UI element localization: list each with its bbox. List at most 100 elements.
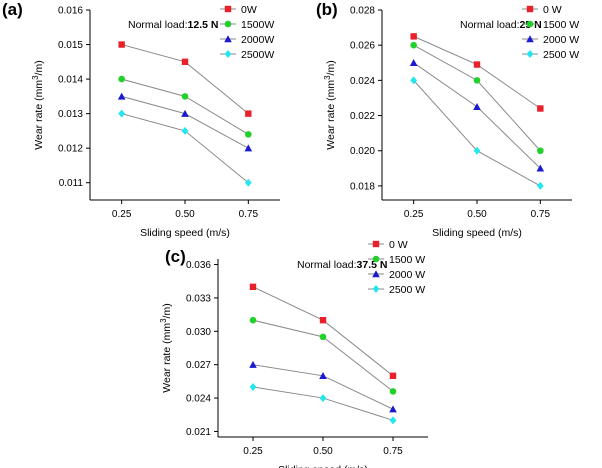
legend-marker [372, 285, 380, 293]
x-tick-label: 0.75 [531, 209, 551, 220]
series-line-2 [252, 319, 394, 392]
data-point [249, 283, 257, 291]
legend-marker [372, 270, 380, 278]
legend-label: 2000W [241, 34, 274, 46]
data-point [244, 178, 252, 187]
chart-panel-1: 0.011 0.012 0.013 0.014 0.015 0.016 0.25 0.50 0.… [2, 0, 280, 239]
legend-label: 0 W [543, 4, 562, 16]
data-point [249, 382, 257, 391]
data-point [181, 126, 189, 135]
y-tick-label: 0.013 [58, 109, 83, 120]
data-point [473, 102, 481, 110]
legend-label: 2500 W [389, 284, 425, 296]
x-tick-label: 0.25 [404, 209, 424, 220]
legend-marker [224, 5, 232, 13]
y-tick-label: 0.014 [58, 75, 83, 86]
y-tick-label: 0.033 [186, 293, 211, 304]
legend-marker [526, 5, 534, 13]
data-point [249, 316, 257, 324]
legend-marker [224, 20, 232, 28]
series-line-1 [413, 35, 541, 109]
data-point [410, 33, 417, 40]
y-axis-title-part: /m) [325, 60, 337, 75]
series-line-4 [413, 80, 541, 187]
chart-panel-2: 0.018 0.020 0.022 0.024 0.026 0.028 0.25 0.50 0.… [316, 0, 579, 239]
data-point [536, 181, 544, 190]
normal-load-prefix: Normal load: [297, 259, 357, 271]
data-point [244, 144, 253, 152]
legend-label: 0 W [389, 239, 408, 251]
x-axis-title: Sliding speed (m/s) [432, 227, 522, 239]
y-axis-title-part: Wear rate (mm [325, 80, 337, 150]
series-line-2 [413, 44, 541, 152]
x-tick-label: 0.75 [239, 209, 259, 220]
y-axis-title-part: /m) [161, 303, 173, 318]
data-point [181, 58, 189, 66]
legend-label: 2000 W [543, 34, 579, 46]
y-tick-label: 0.030 [186, 327, 211, 338]
legend-marker [526, 35, 534, 43]
data-point [410, 41, 417, 49]
panel-label: (b) [316, 0, 338, 19]
series-line-4 [252, 386, 394, 421]
data-point [389, 405, 397, 413]
y-axis-title: Wear rate (mm3/m) [159, 303, 173, 392]
y-tick-label: 0.011 [59, 178, 84, 189]
normal-load-annotation: Normal load:12.5 N [128, 19, 218, 31]
panel-label: (c) [165, 247, 186, 266]
y-tick-label: 0.026 [350, 41, 375, 52]
panel-label: (a) [2, 0, 23, 19]
legend-marker [224, 35, 232, 43]
y-axis-title: Wear rate (mm3/m) [31, 60, 45, 149]
data-point [536, 164, 545, 172]
legend: 0 W 1500 W 2000 W 2500 W [368, 239, 425, 296]
legend: 0 W 1500 W 2000 W 2500 W [522, 4, 579, 61]
x-tick-label: 0.25 [243, 446, 263, 457]
legend-label: 0W [241, 4, 257, 16]
x-axis-title: Sliding speed (m/s) [278, 464, 368, 468]
normal-load-value: 37.5 N [357, 259, 388, 271]
normal-load-prefix: Normal load: [460, 19, 520, 31]
legend-marker [526, 50, 534, 58]
legend-marker [372, 240, 380, 248]
data-point [389, 416, 397, 425]
y-axis-title-part: /m) [33, 60, 45, 75]
data-point [249, 360, 257, 368]
data-point [181, 93, 189, 100]
y-axis-title-superscript: 3 [323, 75, 332, 80]
data-point [409, 58, 418, 66]
data-point [410, 76, 418, 85]
y-axis-title-part: Wear rate (mm [33, 80, 45, 150]
data-point [319, 333, 327, 341]
normal-load-annotation: Normal load:37.5 N [297, 259, 387, 271]
y-tick-label: 0.020 [350, 146, 375, 157]
y-tick-label: 0.024 [350, 76, 375, 87]
data-point [473, 146, 481, 155]
data-point [389, 372, 397, 380]
y-axis-title: Wear rate (mm3/m) [323, 60, 337, 149]
series-line-3 [121, 95, 249, 149]
x-tick-label: 0.75 [383, 446, 403, 457]
data-point [118, 109, 126, 118]
series-line-2 [121, 78, 249, 135]
y-tick-label: 0.015 [58, 40, 83, 51]
data-point [319, 372, 327, 380]
legend-label: 2000 W [389, 269, 425, 281]
data-point [118, 75, 125, 83]
data-point [319, 316, 327, 324]
y-axis-title-superscript: 3 [31, 75, 40, 80]
series-line-3 [252, 364, 394, 410]
y-axis-title-part: Wear rate (mm [161, 323, 173, 393]
data-point [118, 41, 125, 48]
data-point [537, 105, 544, 112]
normal-load-value: 12.5 N [188, 19, 219, 31]
data-point [181, 109, 189, 117]
legend-label: 1500 W [389, 254, 425, 266]
legend-label: 1500W [241, 19, 274, 31]
legend-label: 1500 W [543, 19, 579, 31]
data-point [389, 388, 397, 395]
data-point [319, 394, 327, 403]
normal-load-prefix: Normal load: [128, 19, 188, 31]
data-point [245, 131, 252, 138]
